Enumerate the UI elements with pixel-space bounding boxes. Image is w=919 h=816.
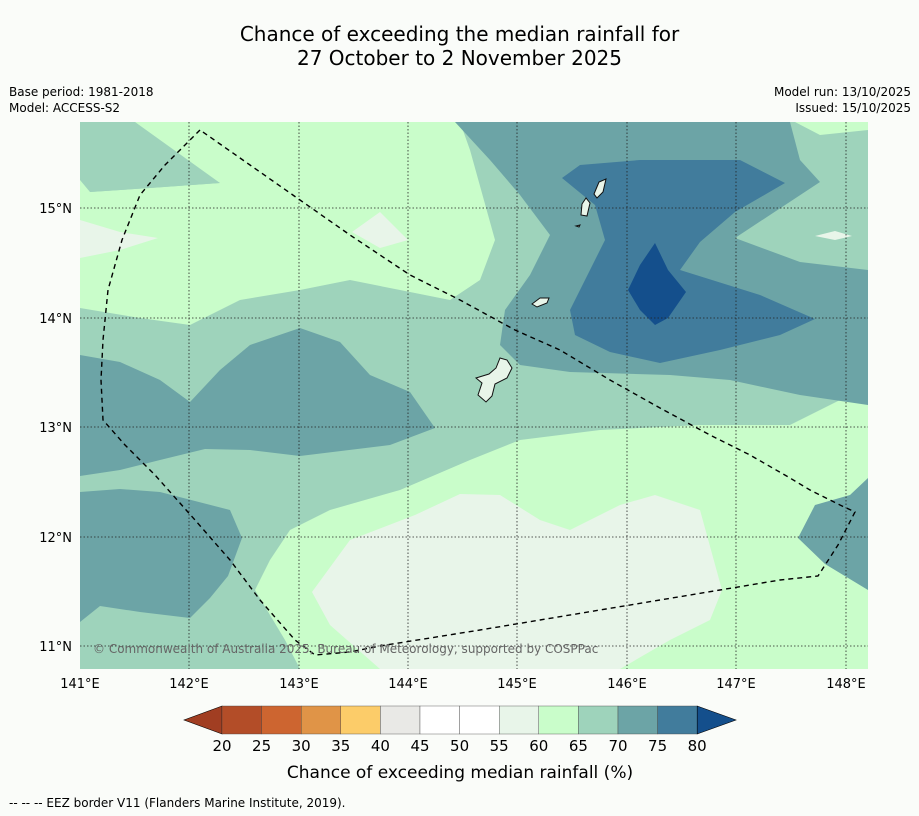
lon-tick-label: 142°E <box>169 677 209 692</box>
base-period: Base period: 1981-2018 <box>9 85 154 99</box>
colorbar-segment <box>301 705 342 735</box>
lat-tick-label: 14°N <box>39 312 72 327</box>
colorbar-segment <box>221 705 262 735</box>
lon-tick-labels: 141°E 142°E 143°E 144°E 145°E 146°E 147°E 148°E <box>60 677 866 692</box>
colorbar-tick-label: 65 <box>569 737 588 755</box>
colorbar-segment <box>499 705 540 735</box>
model-run: Model run: 13/10/2025 <box>773 85 911 99</box>
model-name: Model: ACCESS-S2 <box>9 101 121 115</box>
contour-60-65-ne <box>795 122 868 135</box>
lon-tick-label: 147°E <box>716 677 756 692</box>
colorbar-tick-label: 40 <box>371 737 390 755</box>
colorbar-segment <box>617 705 658 735</box>
island-saipan <box>593 178 607 199</box>
colorbar-segment <box>261 705 302 735</box>
colorbar-segment <box>340 705 381 735</box>
contour-fills: © Commonwealth of Australia 2025, Bureau… <box>80 122 868 669</box>
colorbar-segment <box>459 705 500 735</box>
colorbar: 20 25 30 35 40 45 50 55 60 65 70 75 80 <box>183 705 737 755</box>
meta-right: Model run: 13/10/2025 Issued: 15/10/2025 <box>774 84 911 116</box>
contour-55-60-east <box>815 231 852 240</box>
lon-tick-label: 146°E <box>607 677 647 692</box>
lat-tick-label: 11°N <box>39 640 72 655</box>
contour-75-80 <box>562 160 815 363</box>
eez-legend: -- -- -- EEZ border V11 (Flanders Marine… <box>9 796 346 810</box>
colorbar-tick-label: 60 <box>529 737 548 755</box>
island-aguijan <box>574 224 581 228</box>
lon-tick-label: 141°E <box>60 677 100 692</box>
colorbar-tick-label: 30 <box>292 737 311 755</box>
colorbar-tick-label: 70 <box>608 737 627 755</box>
lat-tick-label: 13°N <box>39 421 72 436</box>
colorbar-tick-label: 20 <box>212 737 231 755</box>
lat-tick-label: 15°N <box>39 202 72 217</box>
lon-tick-label: 145°E <box>497 677 537 692</box>
lat-tick-label: 12°N <box>39 531 72 546</box>
island-tinian <box>580 197 591 217</box>
colorbar-segment <box>578 705 619 735</box>
title-line-1: Chance of exceeding the median rainfall … <box>239 22 680 46</box>
issued-date: Issued: 15/10/2025 <box>795 101 911 115</box>
colorbar-tick-label: 25 <box>252 737 271 755</box>
colorbar-tick-label: 55 <box>490 737 509 755</box>
lon-tick-label: 144°E <box>388 677 428 692</box>
contour-70-75-mid <box>80 328 435 476</box>
title-line-2: 27 October to 2 November 2025 <box>296 46 623 70</box>
colorbar-segment <box>380 705 421 735</box>
copyright: © Commonwealth of Australia 2025, Bureau… <box>93 642 598 656</box>
colorbar-over-arrow <box>696 705 737 735</box>
island-guam <box>474 357 513 403</box>
colorbar-under-arrow <box>183 705 223 735</box>
lon-tick-label: 143°E <box>279 677 319 692</box>
colorbar-tick-label: 50 <box>450 737 469 755</box>
contour-55-60-islet <box>352 212 408 248</box>
colorbar-tick-label: 45 <box>410 737 429 755</box>
colorbar-tick-label: 80 <box>688 737 707 755</box>
colorbar-segment <box>657 705 698 735</box>
colorbar-label: Chance of exceeding median rainfall (%) <box>287 763 633 783</box>
colorbar-tick-label: 75 <box>648 737 667 755</box>
gridlines <box>80 122 868 669</box>
colorbar-tick-label: 35 <box>331 737 350 755</box>
contour-above-80 <box>628 243 686 325</box>
islands <box>474 178 607 403</box>
lat-tick-labels: 15°N 14°N 13°N 12°N 11°N <box>39 202 72 655</box>
contour-70-75-nw <box>80 122 220 192</box>
meta-left: Base period: 1981-2018 Model: ACCESS-S2 <box>9 84 154 116</box>
contour-55-60-west <box>80 220 158 258</box>
eez-border <box>100 129 856 656</box>
colorbar-segment <box>538 705 579 735</box>
lon-tick-label: 148°E <box>826 677 866 692</box>
contour-70-75-sw <box>80 489 242 622</box>
map-title: Chance of exceeding the median rainfall … <box>0 22 919 70</box>
colorbar-segment <box>419 705 460 735</box>
island-rota <box>531 297 550 308</box>
contour-70-75-se <box>798 478 868 590</box>
